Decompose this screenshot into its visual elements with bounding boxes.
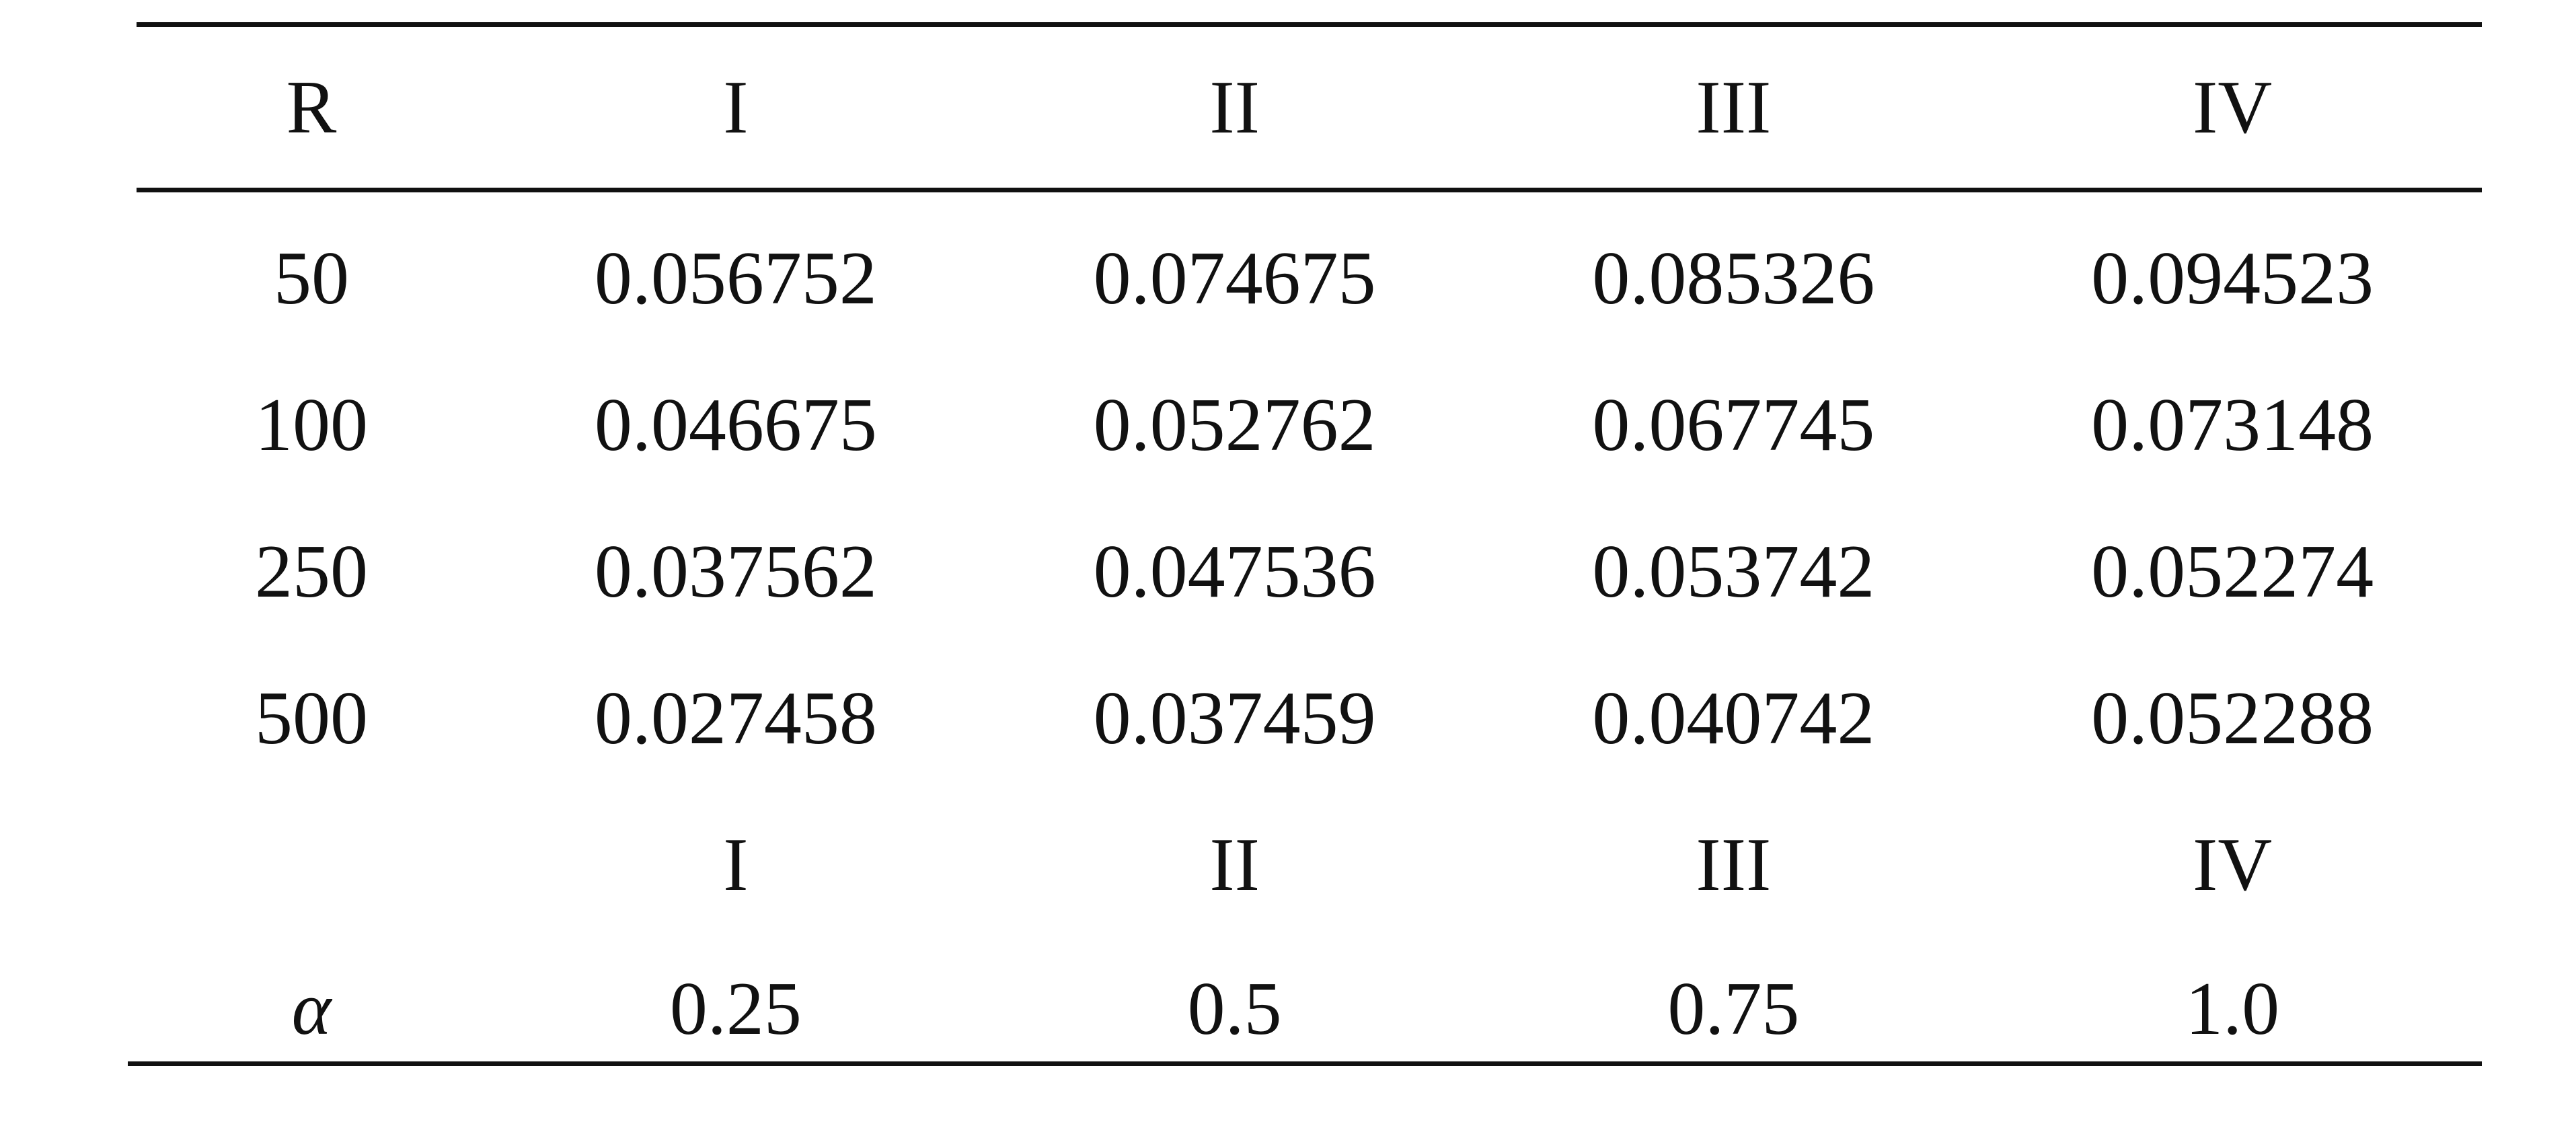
alpha-value: 0.25 bbox=[669, 967, 802, 1051]
table-row: 500 0.027458 0.037459 0.040742 0.052288 bbox=[137, 645, 2482, 792]
alpha-row: α 0.25 0.5 0.75 1.0 bbox=[137, 938, 2482, 1080]
alpha-header-empty bbox=[137, 792, 486, 938]
table-cell: 0.052274 bbox=[2091, 530, 2374, 613]
alpha-value: 0.75 bbox=[1667, 967, 1800, 1051]
table-cell: 0.027458 bbox=[594, 677, 877, 760]
table-bottom-rule bbox=[128, 1061, 2482, 1066]
table-cell: 0.052762 bbox=[1093, 383, 1376, 467]
results-table: R I II III IV 50 0.056752 0.074675 0.085… bbox=[137, 27, 2482, 1080]
table-cell: 0.094523 bbox=[2091, 237, 2374, 320]
row-r-value: 250 bbox=[255, 530, 368, 613]
alpha-symbol: α bbox=[291, 967, 332, 1051]
table-cell: 0.073148 bbox=[2091, 383, 2374, 467]
alpha-value: 0.5 bbox=[1187, 967, 1282, 1051]
alpha-header-i: I bbox=[723, 823, 749, 907]
table-cell: 0.052288 bbox=[2091, 677, 2374, 760]
table-cell: 0.040742 bbox=[1592, 677, 1875, 760]
table-cell: 0.047536 bbox=[1093, 530, 1376, 613]
table-cell: 0.046675 bbox=[594, 383, 877, 467]
table-cell: 0.056752 bbox=[594, 237, 877, 320]
header-cell-iii: III bbox=[1696, 65, 1772, 149]
row-r-value: 50 bbox=[274, 237, 349, 320]
table-cell: 0.067745 bbox=[1592, 383, 1875, 467]
table-top-rule bbox=[137, 22, 2482, 27]
alpha-header-row: I II III IV bbox=[137, 792, 2482, 938]
table-cell: 0.037459 bbox=[1093, 677, 1376, 760]
table-header-rule bbox=[137, 188, 2482, 192]
table-row: 50 0.056752 0.074675 0.085326 0.094523 bbox=[137, 205, 2482, 352]
table-cell: 0.085326 bbox=[1592, 237, 1875, 320]
header-cell-ii: II bbox=[1209, 65, 1260, 149]
table-cell: 0.037562 bbox=[594, 530, 877, 613]
row-r-value: 100 bbox=[255, 383, 368, 467]
alpha-value: 1.0 bbox=[2185, 967, 2280, 1051]
header-cell-iv: IV bbox=[2193, 65, 2273, 149]
table-cell: 0.074675 bbox=[1093, 237, 1376, 320]
table-row: 250 0.037562 0.047536 0.053742 0.052274 bbox=[137, 498, 2482, 645]
header-cell-i: I bbox=[723, 65, 749, 149]
table-cell: 0.053742 bbox=[1592, 530, 1875, 613]
row-r-value: 500 bbox=[255, 677, 368, 760]
header-cell-r: R bbox=[286, 65, 337, 149]
alpha-header-iv: IV bbox=[2193, 823, 2273, 907]
alpha-header-iii: III bbox=[1696, 823, 1772, 907]
alpha-header-ii: II bbox=[1209, 823, 1260, 907]
table-header-row: R I II III IV bbox=[137, 27, 2482, 188]
table-row: 100 0.046675 0.052762 0.067745 0.073148 bbox=[137, 352, 2482, 498]
